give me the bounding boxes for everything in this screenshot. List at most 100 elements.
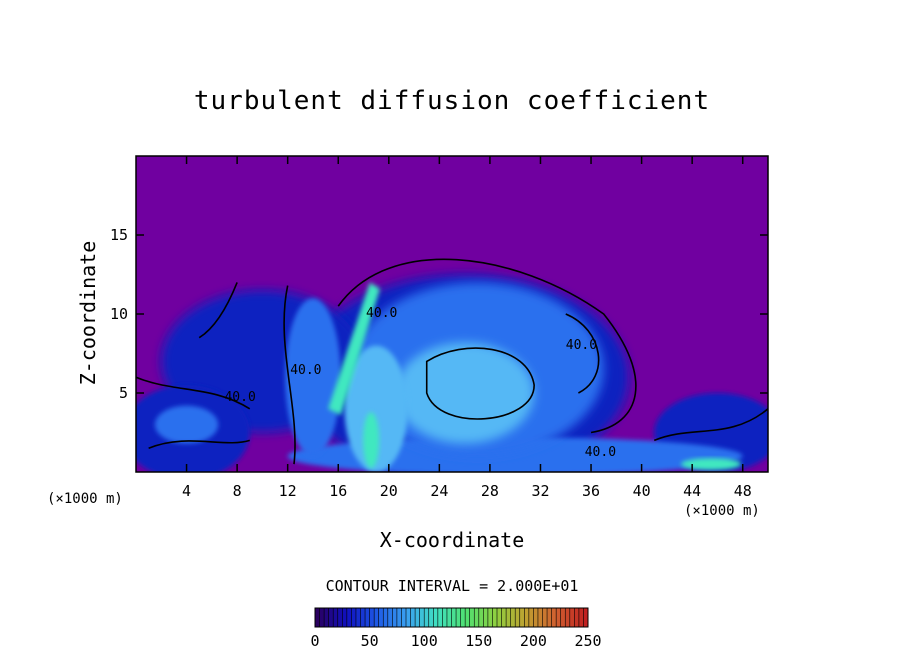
- contour-line: [136, 376, 251, 410]
- x-tick-label: 32: [531, 482, 549, 500]
- colorbar-cell: [474, 608, 480, 627]
- colorbar-cell: [374, 608, 380, 627]
- colorbar-cell: [360, 608, 366, 627]
- colorbar-cell: [465, 608, 471, 627]
- contour-line: [198, 282, 238, 339]
- x-tick-label: 20: [380, 482, 398, 500]
- colorbar-cell: [424, 608, 430, 627]
- colorbar-cell: [437, 608, 443, 627]
- colorbar-cell: [396, 608, 402, 627]
- colorbar-cell: [433, 608, 439, 627]
- y-axis: 5 10 15: [110, 226, 768, 402]
- colorbar-cell: [456, 608, 462, 627]
- contour-line: [653, 408, 768, 442]
- colorbar-cell: [519, 608, 525, 627]
- colorbar-cell: [383, 608, 389, 627]
- x-tick-label: 36: [582, 482, 600, 500]
- colorbar-cell: [451, 608, 457, 627]
- colorbar-cell: [501, 608, 507, 627]
- colorbar-cell: [533, 608, 539, 627]
- colorbar-cell: [556, 608, 562, 627]
- contour-line: [283, 285, 296, 465]
- x-unit-label-right: (×1000 m): [684, 503, 760, 519]
- colorbar-cell: [351, 608, 357, 627]
- field-blob: [285, 298, 341, 457]
- colorbar-cell: [569, 608, 575, 627]
- x-tick-label: 16: [329, 482, 347, 500]
- contour-label: 40.0: [224, 390, 255, 405]
- colorbar-cell: [387, 608, 393, 627]
- contour-line: [425, 347, 535, 420]
- contour-line: [148, 439, 250, 450]
- colorbar-cell: [583, 608, 589, 627]
- colorbar-tick-label: 0: [310, 632, 319, 650]
- colorbar-cell: [547, 608, 553, 627]
- x-tick-label: 24: [430, 482, 448, 500]
- colorbar-cell: [492, 608, 498, 627]
- x-tick-label: 44: [683, 482, 701, 500]
- y-tick-label: 15: [110, 226, 128, 244]
- colorbar-cell: [524, 608, 530, 627]
- colorbar-cell: [401, 608, 407, 627]
- x-axis: 4 8 12 16 20 24 28 32 36 40 44 48: [182, 156, 752, 500]
- colorbar-cell: [328, 608, 334, 627]
- colorbar-cell: [337, 608, 343, 627]
- colorbar-cell: [528, 608, 534, 627]
- y-tick-label: 10: [110, 305, 128, 323]
- colorbar-cell: [406, 608, 412, 627]
- colorbar-ticks: 0 50 100 150 200 250: [310, 632, 601, 650]
- colorbar-cell: [428, 608, 434, 627]
- colorbar-tick-label: 50: [361, 632, 379, 650]
- colorbar-tick-label: 100: [411, 632, 438, 650]
- contour-interval: CONTOUR INTERVAL = 2.000E+01: [325, 577, 579, 595]
- contour-label: 40.0: [585, 445, 616, 460]
- colorbar-cell: [551, 608, 557, 627]
- colorbar-cell: [315, 608, 321, 627]
- x-tick-label: 8: [233, 482, 242, 500]
- colorbar-cell: [365, 608, 371, 627]
- colorbar-cell: [487, 608, 493, 627]
- colorbar-cell: [578, 608, 584, 627]
- colorbar-tick-label: 150: [465, 632, 492, 650]
- contour-label: 40.0: [290, 363, 321, 378]
- x-axis-label: X-coordinate: [379, 528, 525, 552]
- field-blob: [395, 342, 535, 444]
- colorbar-cell: [469, 608, 475, 627]
- colorbar-cell: [419, 608, 425, 627]
- contour-line: [337, 258, 637, 434]
- x-tick-label: 28: [481, 482, 499, 500]
- x-unit-label: (×1000 m): [47, 491, 123, 507]
- colorbar-cell: [410, 608, 416, 627]
- colorbar-cell: [415, 608, 421, 627]
- field-blob: [344, 345, 408, 472]
- colorbar-cell: [506, 608, 512, 627]
- field-peak: [363, 412, 380, 469]
- colorbar-cell: [565, 608, 571, 627]
- colorbar-cell: [478, 608, 484, 627]
- colorbar-cell: [346, 608, 352, 627]
- colorbar-cell: [560, 608, 566, 627]
- colorbar-cell: [442, 608, 448, 627]
- colorbar-cell: [483, 608, 489, 627]
- colorbar-cell: [574, 608, 580, 627]
- contour-labels: 40.0 40.0 40.0 40.0 40.0: [224, 306, 616, 460]
- colorbar-cell: [342, 608, 348, 627]
- colorbar-tick-label: 250: [574, 632, 601, 650]
- colorbar-cell: [319, 608, 325, 627]
- colorbar-cell: [542, 608, 548, 627]
- contour-line: [565, 313, 600, 394]
- contour-label: 40.0: [566, 338, 597, 353]
- colorbar-cell: [510, 608, 516, 627]
- chart-title: turbulent diffusion coefficient: [193, 86, 711, 116]
- x-tick-label: 4: [182, 482, 191, 500]
- colorbar-cell: [446, 608, 452, 627]
- diffusion-field: [136, 156, 768, 472]
- x-tick-label: 40: [633, 482, 651, 500]
- colorbar-cell: [378, 608, 384, 627]
- colorbar-cell: [515, 608, 521, 627]
- colorbar-cell: [355, 608, 361, 627]
- contour-label: 40.0: [366, 306, 397, 321]
- colorbar-cell: [333, 608, 339, 627]
